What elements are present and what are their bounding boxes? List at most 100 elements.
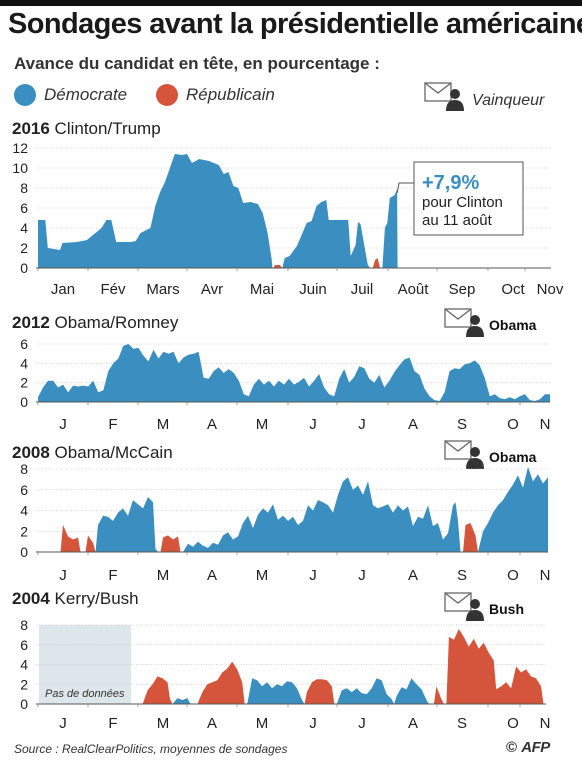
annotation-box	[413, 161, 524, 236]
month-label-2012-8: S	[457, 416, 467, 433]
series-area-2016-republican-3	[372, 258, 380, 268]
month-label-2004-6: J	[358, 715, 366, 732]
series-area-2016-democrat-4	[382, 189, 398, 268]
series-area-2004-republican-8	[446, 629, 544, 704]
ballot-voter-icon	[424, 82, 464, 111]
month-label-2012-0: J	[59, 416, 67, 433]
month-label-2012-5: J	[309, 416, 317, 433]
series-area-2008-republican-1	[85, 535, 96, 552]
series-area-2008-republican-0	[60, 525, 81, 552]
ballot-voter-icon	[444, 592, 484, 621]
month-label-2004-4: M	[256, 715, 269, 732]
y-tick-label-2016-10: 10	[12, 160, 28, 176]
y-tick-label-2012-4: 4	[20, 355, 28, 371]
copyright-symbol: ©	[506, 739, 518, 756]
month-label-2004-10: N	[540, 715, 551, 732]
month-label-2016-4: Mai	[250, 281, 274, 298]
month-label-2004-0: J	[59, 715, 67, 732]
series-area-2004-republican-2	[197, 661, 245, 704]
month-label-2016-8: Sep	[449, 281, 476, 298]
series-area-2012-democrat-0	[38, 344, 550, 402]
annotation-value: +7,9%	[422, 172, 479, 194]
series-area-2004-democrat-5	[336, 678, 395, 704]
series-area-2004-democrat-6	[394, 678, 429, 704]
y-tick-label-2012-0: 0	[20, 394, 28, 410]
y-tick-label-2008-8: 8	[20, 461, 28, 477]
y-tick-label-2008-0: 0	[20, 544, 28, 560]
page-subtitle: Avance du candidat en tête, en pourcenta…	[14, 54, 380, 73]
month-label-2012-9: O	[507, 416, 519, 433]
annotation-text-line1: pour Clinton	[422, 194, 503, 211]
y-tick-label-2004-6: 6	[20, 637, 28, 653]
series-area-2004-democrat-3	[247, 678, 305, 704]
series-area-2008-democrat-6	[478, 466, 548, 552]
winner-label-2004: Bush	[489, 601, 524, 617]
y-tick-label-2008-4: 4	[20, 503, 28, 519]
month-label-2004-3: A	[207, 715, 217, 732]
month-label-2008-3: A	[207, 567, 217, 584]
month-label-2004-1: F	[108, 715, 117, 732]
month-label-2016-3: Avr	[201, 281, 223, 298]
winner-label-2008: Obama	[489, 449, 537, 465]
page-title: Sondages avant la présidentielle américa…	[8, 8, 582, 40]
credit: © AFP	[506, 739, 550, 756]
month-label-2016-2: Mars	[146, 281, 179, 298]
series-area-2004-republican-4	[304, 679, 335, 704]
y-tick-label-2016-0: 0	[20, 260, 28, 276]
series-area-2016-democrat-2	[282, 200, 371, 268]
series-area-2008-republican-3	[160, 535, 181, 552]
republican-legend-swatch	[156, 84, 178, 106]
y-tick-label-2008-6: 6	[20, 482, 28, 498]
winner-legend: Vainqueur	[424, 80, 574, 114]
series-area-2008-democrat-2	[95, 497, 158, 552]
annotation-leader-line	[396, 182, 414, 194]
annotation-text-line2: au 11 août	[422, 212, 493, 229]
month-label-2016-6: Juil	[351, 281, 374, 298]
afp-logo: AFP	[521, 739, 550, 756]
republican-legend-label: Républicain	[186, 85, 275, 104]
y-tick-label-2004-8: 8	[20, 617, 28, 633]
series-area-2004-republican-7	[433, 686, 444, 704]
y-tick-label-2004-2: 2	[20, 676, 28, 692]
month-label-2016-9: Oct	[501, 281, 525, 298]
ballot-voter-icon	[444, 440, 484, 469]
series-area-2016-democrat-0	[38, 154, 273, 268]
month-label-2012-1: F	[108, 416, 117, 433]
series-area-2004-republican-0	[142, 676, 173, 704]
y-tick-label-2016-2: 2	[20, 240, 28, 256]
month-label-2012-4: M	[256, 416, 269, 433]
y-tick-label-2016-6: 6	[20, 200, 28, 216]
y-tick-label-2016-4: 4	[20, 220, 28, 236]
month-label-2008-8: S	[457, 567, 467, 584]
month-label-2012-3: A	[207, 416, 217, 433]
month-label-2008-9: O	[507, 567, 519, 584]
y-tick-label-2012-2: 2	[20, 375, 28, 391]
ballot-voter-icon	[444, 308, 484, 337]
y-tick-label-2012-6: 6	[20, 336, 28, 352]
month-label-2004-5: J	[309, 715, 317, 732]
y-tick-label-2016-12: 12	[12, 140, 28, 156]
y-tick-label-2004-4: 4	[20, 657, 28, 673]
month-label-2008-0: J	[59, 567, 67, 584]
month-label-2008-1: F	[108, 567, 117, 584]
y-tick-label-2004-0: 0	[20, 696, 28, 712]
month-label-2016-0: Jan	[51, 281, 75, 298]
month-label-2004-8: S	[457, 715, 467, 732]
y-tick-label-2008-2: 2	[20, 523, 28, 539]
democrat-legend-label: Démocrate	[44, 85, 128, 104]
month-label-2008-6: J	[358, 567, 366, 584]
top-bar	[0, 0, 582, 6]
month-label-2008-5: J	[309, 567, 317, 584]
chart-title-2016: 2016 Clinton/Trump	[12, 119, 161, 138]
month-label-2012-6: J	[358, 416, 366, 433]
series-area-2004-democrat-1	[172, 698, 193, 704]
month-label-2016-7: Août	[398, 281, 430, 298]
chart-title-2008: 2008 Obama/McCain	[12, 443, 173, 462]
month-label-2012-7: A	[408, 416, 418, 433]
month-label-2012-2: M	[157, 416, 170, 433]
democrat-legend-swatch	[14, 84, 36, 106]
series-area-2008-republican-5	[463, 523, 478, 552]
y-tick-label-2016-8: 8	[20, 180, 28, 196]
month-label-2016-5: Juin	[299, 281, 327, 298]
